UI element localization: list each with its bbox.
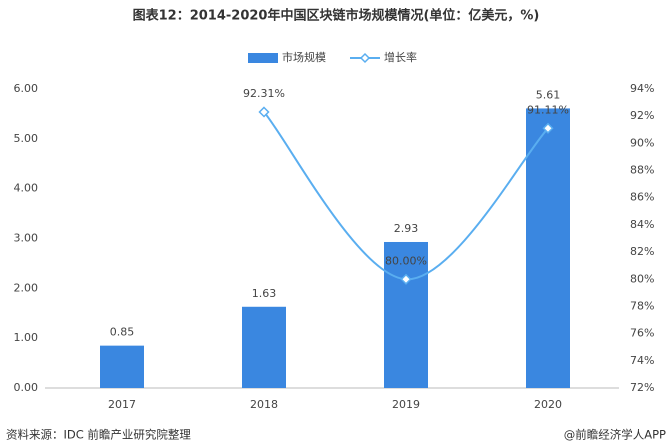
data-label: 2.93	[394, 222, 419, 235]
line-marker	[542, 122, 554, 134]
chart-title: 图表12：2014-2020年中国区块链市场规模情况(单位：亿美元，%)	[133, 8, 540, 24]
y-tick-label: 3.00	[14, 232, 39, 245]
data-label: 0.85	[110, 326, 135, 339]
data-label: 91.11%	[527, 103, 569, 116]
bar	[242, 306, 286, 388]
y2-tick-label: 82%	[630, 245, 654, 258]
y2-tick-label: 90%	[630, 136, 654, 149]
y-tick-label: 6.00	[14, 82, 39, 95]
y-tick-label: 4.00	[14, 182, 39, 195]
legend-label: 市场规模	[282, 50, 326, 64]
legend-swatch	[248, 53, 278, 63]
bar	[100, 345, 144, 388]
line-marker	[400, 273, 412, 285]
legend-label: 增长率	[384, 50, 417, 64]
x-tick-label: 2019	[392, 398, 420, 411]
source: 资料来源：IDC 前瞻产业研究院整理	[6, 428, 191, 442]
legend-marker	[359, 52, 371, 64]
data-label: 80.00%	[385, 254, 427, 267]
bar	[526, 108, 570, 388]
y-tick-label: 5.00	[14, 132, 39, 145]
y2-tick-label: 94%	[630, 82, 654, 95]
y2-tick-label: 78%	[630, 299, 654, 312]
x-tick-label: 2017	[108, 398, 136, 411]
y2-tick-label: 76%	[630, 327, 654, 340]
bar	[384, 241, 428, 388]
data-label: 5.61	[536, 88, 561, 101]
y-tick-label: 2.00	[14, 281, 39, 294]
line-marker	[258, 106, 270, 118]
data-label: 1.63	[252, 287, 277, 300]
y-tick-label: 0.00	[14, 381, 39, 394]
credit: @前瞻经济学人APP	[564, 428, 666, 442]
x-tick-label: 2020	[534, 398, 562, 411]
y2-tick-label: 88%	[630, 164, 654, 177]
y2-tick-label: 74%	[630, 354, 654, 367]
x-tick-label: 2018	[250, 398, 278, 411]
y2-tick-label: 86%	[630, 191, 654, 204]
y-tick-label: 1.00	[14, 331, 39, 344]
y2-tick-label: 80%	[630, 272, 654, 285]
data-label: 92.31%	[243, 87, 285, 100]
y2-tick-label: 72%	[630, 381, 654, 394]
y2-tick-label: 84%	[630, 218, 654, 231]
y2-tick-label: 92%	[630, 109, 654, 122]
